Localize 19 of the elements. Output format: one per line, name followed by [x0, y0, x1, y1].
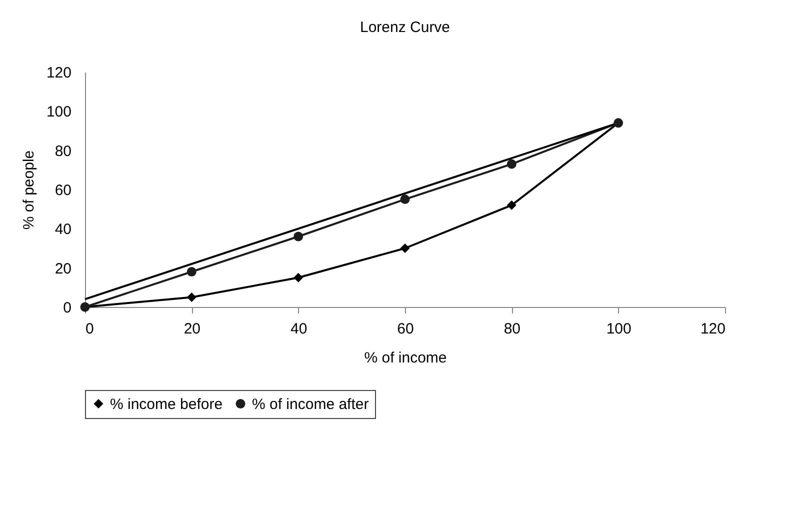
chart-title: Lorenz Curve	[360, 19, 450, 36]
y-axis-title: % of people	[20, 150, 38, 230]
x-tick-label: 0	[86, 320, 94, 338]
y-tick-label: 80	[54, 142, 72, 160]
x-tick-label: 120	[700, 320, 726, 338]
x-tick-label: 20	[184, 320, 201, 338]
x-tick-label: 100	[606, 320, 632, 338]
y-tick-label: 120	[46, 64, 72, 82]
y-tick-label: 20	[54, 260, 72, 278]
x-tick-label: 60	[397, 320, 414, 338]
x-tick-label: 40	[290, 320, 308, 338]
x-tick-label: 80	[504, 320, 521, 338]
y-tick-label: 100	[46, 104, 72, 121]
y-tick-label: 60	[54, 182, 72, 199]
x-axis-title: % of income	[364, 350, 447, 366]
legend-label: % income before	[110, 396, 223, 413]
y-tick-label: 40	[54, 221, 72, 238]
y-tick-label: 0	[63, 300, 72, 316]
legend-label: % of income after	[252, 396, 369, 413]
